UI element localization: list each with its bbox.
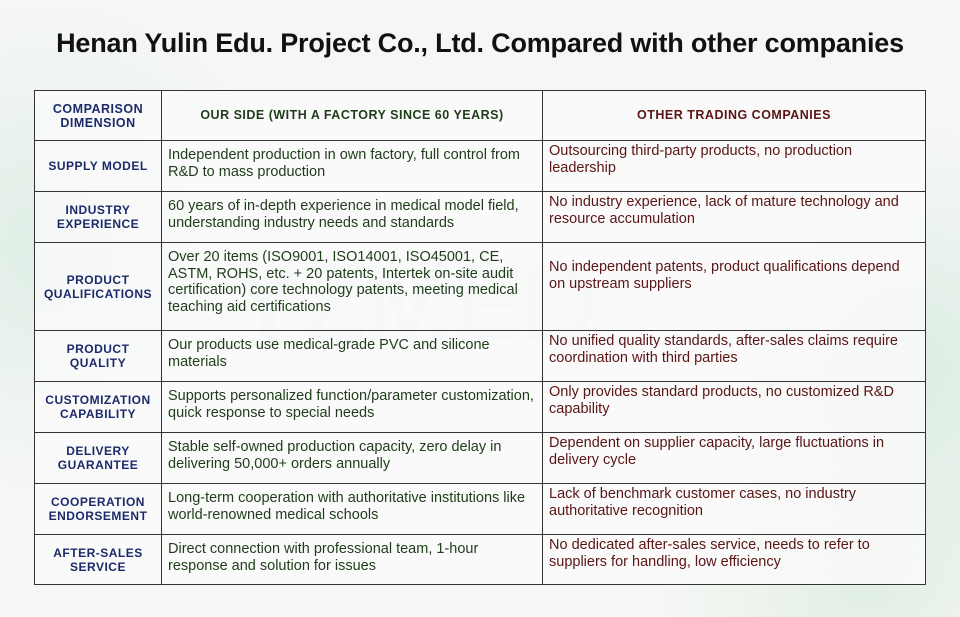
table-row: PRODUCT QUALIFICATIONS Over 20 items (ISO… [34,242,926,331]
row-ours: Long-term cooperation with authoritative… [161,483,543,535]
page-title: Henan Yulin Edu. Project Co., Ltd. Compa… [56,28,904,58]
row-ours: Our products use medical-grade PVC and s… [161,330,543,382]
header-other: OTHER TRADING COMPANIES [542,90,926,141]
row-dimension: PRODUCT QUALITY [34,330,162,382]
row-ours: Supports personalized function/parameter… [161,381,543,433]
header-dimension: COMPARISON DIMENSION [34,90,162,141]
row-other: Outsourcing third-party products, no pro… [542,140,926,192]
table-row: INDUSTRY EXPERIENCE 60 years of in-depth … [34,191,926,243]
row-dimension: INDUSTRY EXPERIENCE [34,191,162,243]
header-ours: OUR SIDE (WITH A FACTORY SINCE 60 YEARS) [161,90,543,141]
row-dimension: CUSTOMIZATION CAPABILITY [34,381,162,433]
row-other: Lack of benchmark customer cases, no ind… [542,483,926,535]
row-other: No dedicated after-sales service, needs … [542,534,926,585]
row-other: Only provides standard products, no cust… [542,381,926,433]
row-ours: Stable self-owned production capacity, z… [161,432,543,484]
row-ours: Independent production in own factory, f… [161,140,543,192]
comparison-table: COMPARISON DIMENSION OUR SIDE (WITH A FA… [34,90,926,585]
table-row: AFTER-SALES SERVICE Direct connection wit… [34,534,926,585]
table-row: PRODUCT QUALITY Our products use medical-… [34,330,926,382]
table-row: DELIVERY GUARANTEE Stable self-owned prod… [34,432,926,484]
row-other: No unified quality standards, after-sale… [542,330,926,382]
row-ours: 60 years of in-depth experience in medic… [161,191,543,243]
row-ours: Direct connection with professional team… [161,534,543,585]
row-ours: Over 20 items (ISO9001, ISO14001, ISO450… [161,242,543,331]
row-other: No industry experience, lack of mature t… [542,191,926,243]
table-row: SUPPLY MODEL Independent production in ow… [34,140,926,192]
row-dimension: PRODUCT QUALIFICATIONS [34,242,162,331]
row-other: Dependent on supplier capacity, large fl… [542,432,926,484]
row-other: No independent patents, product qualific… [542,242,926,331]
row-dimension: COOPERATION ENDORSEMENT [34,483,162,535]
table-row: COOPERATION ENDORSEMENT Long-term coopera… [34,483,926,535]
row-dimension: SUPPLY MODEL [34,140,162,192]
row-dimension: DELIVERY GUARANTEE [34,432,162,484]
table-row: CUSTOMIZATION CAPABILITY Supports persona… [34,381,926,433]
row-dimension: AFTER-SALES SERVICE [34,534,162,585]
table-header-row: COMPARISON DIMENSION OUR SIDE (WITH A FA… [34,90,926,141]
